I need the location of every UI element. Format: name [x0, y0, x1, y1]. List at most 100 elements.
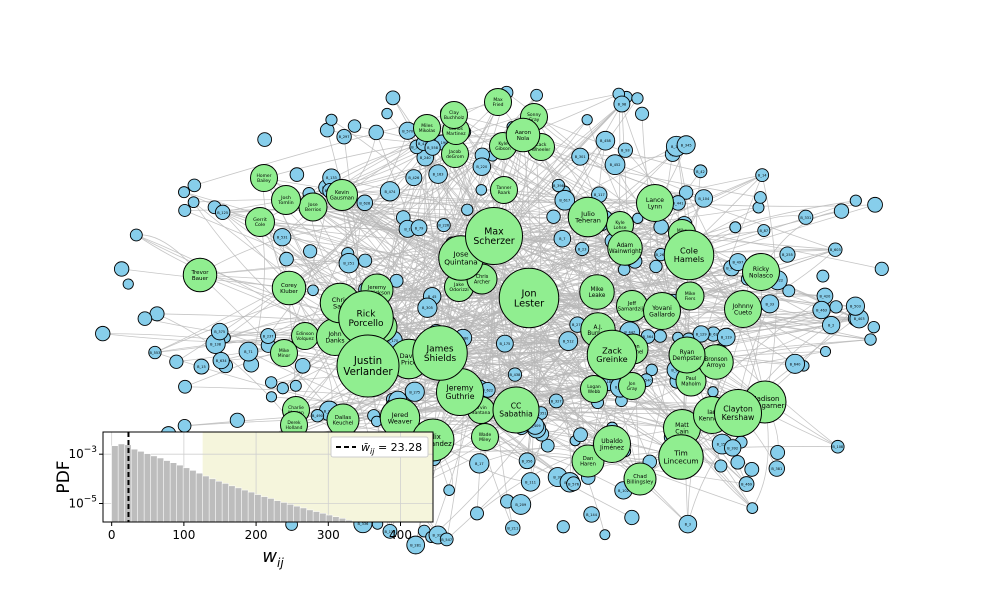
batter-node-label: B_220 — [476, 165, 487, 169]
pitcher-node-label: John — [327, 331, 341, 338]
batter-node — [678, 514, 698, 534]
batter-node-label: B_275 — [409, 390, 420, 394]
batter-node-label: B_432 — [418, 142, 429, 146]
batter-node — [215, 204, 231, 221]
batter-node — [187, 178, 202, 193]
batter-node — [820, 346, 832, 358]
pitcher-node-label: Jeff — [627, 301, 637, 307]
network-edge — [460, 257, 825, 297]
pitcher-node — [271, 270, 307, 306]
batter-node — [122, 278, 134, 290]
batter-node-label: B_452 — [610, 163, 621, 167]
pitcher-node — [492, 386, 540, 434]
batter-node-label: B_138 — [210, 342, 221, 346]
batter-node-label: B_403 — [854, 317, 865, 321]
pitcher-node — [593, 425, 631, 463]
batter-node — [830, 439, 845, 454]
pitcher-node-label: Yovani — [651, 305, 672, 312]
pitcher-node-label: Minor — [278, 353, 291, 359]
pitcher-node-label: Jiménez — [599, 443, 624, 451]
pitcher-node-label: Haren — [580, 462, 596, 468]
network-edge — [184, 247, 626, 388]
batter-node-label: B_98 — [618, 102, 627, 106]
network-edge — [392, 354, 688, 400]
histogram-bar — [182, 467, 190, 523]
batter-node — [410, 219, 428, 237]
batter-node-label: B_7 — [559, 237, 565, 241]
batter-node — [575, 241, 590, 257]
batter-node — [530, 88, 543, 102]
inset-x-tick-label: 0 — [108, 528, 116, 542]
pitcher-node-label: Jose — [307, 202, 318, 208]
pitcher-node-label: Zack — [536, 142, 547, 148]
pitcher-node-label: Trevor — [190, 270, 209, 276]
pitcher-node-label: Edinson — [296, 331, 314, 337]
pitcher-node-label: Lester — [514, 299, 545, 310]
pitcher-node-label: Fiers — [685, 296, 696, 302]
histogram-bar — [319, 513, 327, 523]
histogram-bar — [163, 460, 171, 523]
batter-node — [264, 376, 278, 389]
batter-node — [782, 284, 796, 298]
batter-node — [461, 203, 474, 216]
batter-node — [518, 452, 536, 470]
batter-node-label: B_512 — [563, 340, 574, 344]
batter-node-label: B_39 — [553, 476, 562, 480]
pitcher-node-label: Danks — [325, 337, 344, 344]
batter-node — [405, 169, 423, 187]
histogram-bar — [280, 502, 288, 523]
histogram-bar — [169, 462, 177, 523]
batter-node-label: B_42 — [696, 170, 705, 174]
pitcher-node-label: Teheran — [574, 217, 601, 225]
batter-node — [613, 95, 631, 113]
batter-node — [558, 331, 579, 351]
batter-node-label: B_420 — [820, 295, 831, 299]
pitcher-node-label: Fried — [493, 102, 504, 108]
batter-node-label: B_113 — [385, 530, 396, 534]
batter-node — [653, 329, 667, 343]
batter-node — [571, 147, 590, 166]
inset-frame — [102, 431, 434, 523]
batter-node — [812, 300, 831, 320]
pitcher-node — [724, 290, 762, 328]
batter-node — [212, 351, 230, 370]
batter-node-label: B_108 — [832, 445, 843, 449]
histogram-bar — [338, 518, 346, 523]
batter-node-label: B_1 — [404, 227, 410, 231]
batter-node — [265, 391, 278, 403]
batter-node — [129, 228, 143, 242]
batter-node — [347, 119, 362, 133]
pitcher-node-label: Rick — [357, 309, 377, 319]
network-edge — [547, 271, 762, 446]
pitcher-node-label: Carlos — [449, 126, 464, 132]
pitcher-node-label: Bumgarner — [746, 402, 785, 410]
batter-node-label: B_23 — [578, 247, 587, 251]
batter-node-label: B_190 — [436, 141, 447, 145]
batter-node-label: B_398 — [553, 184, 564, 188]
histogram-bar — [306, 509, 314, 523]
pitcher-node-label: Kershaw — [722, 413, 755, 422]
histogram-bar — [325, 514, 333, 523]
batter-node-label: B_71 — [244, 350, 253, 354]
batter-node-label: B_570 — [402, 129, 413, 133]
batter-node-label: B_503 — [850, 305, 861, 309]
pitcher-node — [412, 325, 468, 381]
batter-node — [583, 506, 600, 523]
batter-node — [548, 393, 564, 409]
pitcher-node-label: Miles — [421, 123, 433, 129]
network-edge — [632, 348, 778, 469]
pitcher-node-label: Tanner — [496, 185, 512, 191]
pitcher-node-label: Mike — [279, 348, 289, 354]
batter-node — [385, 90, 401, 106]
network-edge — [761, 175, 777, 403]
pitcher-node-label: Cueto — [734, 309, 752, 316]
batter-node-label: B_305 — [422, 306, 433, 310]
batter-node — [694, 189, 713, 208]
pitcher-node — [498, 267, 560, 329]
batter-node — [717, 327, 736, 347]
batter-node-label: B_79 — [415, 226, 424, 230]
batter-node — [273, 228, 292, 247]
pitcher-node — [484, 88, 512, 116]
batter-node — [746, 502, 759, 515]
batter-node-label: B_240 — [420, 156, 431, 160]
